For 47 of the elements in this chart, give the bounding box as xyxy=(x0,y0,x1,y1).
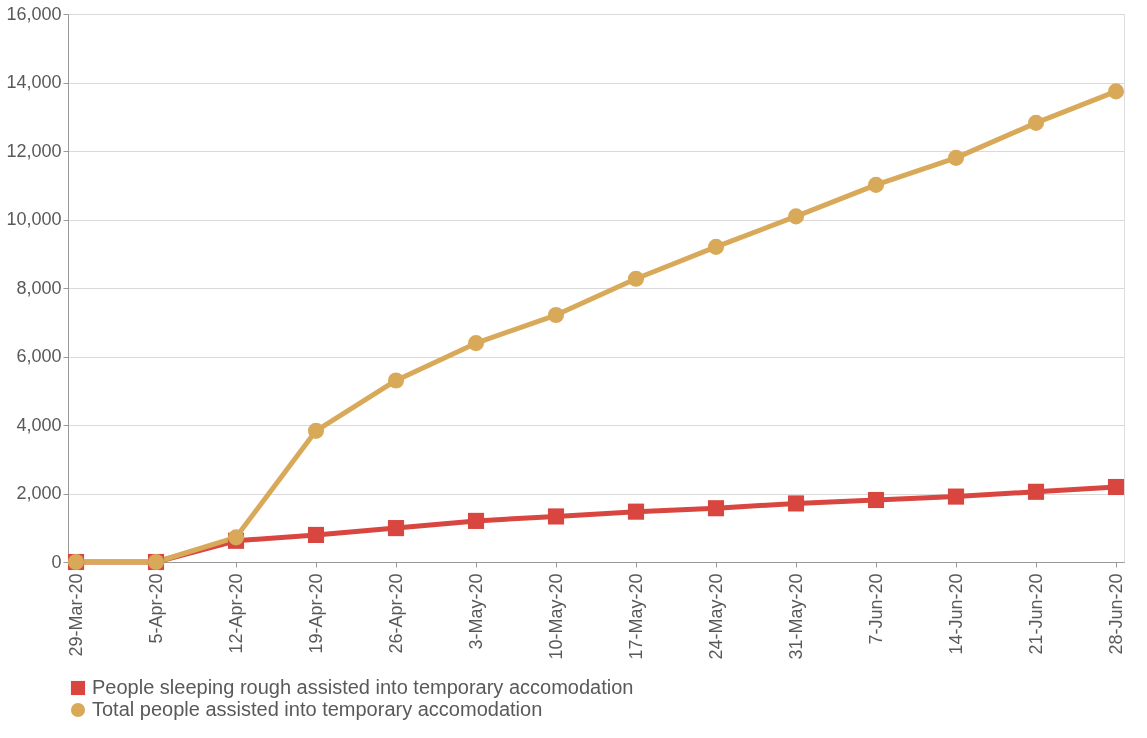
x-tick-label: 29-Mar-20 xyxy=(65,573,86,657)
point xyxy=(707,500,725,517)
y-tick-label: 10,000 xyxy=(6,209,62,229)
legend-label: People sleeping rough assisted into temporary accomodation xyxy=(92,676,634,698)
point xyxy=(547,508,565,525)
x-tick-label: 7-Jun-20 xyxy=(865,573,886,645)
point xyxy=(947,149,965,166)
point xyxy=(787,495,805,512)
point xyxy=(467,512,485,529)
x-tick-label: 24-May-20 xyxy=(705,573,726,660)
x-tick-label: 28-Jun-20 xyxy=(1105,573,1126,655)
point xyxy=(867,491,885,509)
point xyxy=(787,208,805,225)
y-tick-label: 6,000 xyxy=(16,346,62,366)
point xyxy=(547,307,565,324)
x-tick-label: 14-Jun-20 xyxy=(945,573,966,655)
x-tick-label: 5-Apr-20 xyxy=(145,573,166,644)
point xyxy=(1107,83,1125,100)
legend-label: Total people assisted into temporary accomodation xyxy=(92,698,543,720)
y-tick-label: 16,000 xyxy=(6,3,62,24)
x-tick-label: 12-Apr-20 xyxy=(225,573,246,654)
y-tick-label: 4,000 xyxy=(16,414,62,435)
point xyxy=(307,422,325,439)
y-tick-label: 0 xyxy=(51,551,62,572)
point xyxy=(1027,114,1045,131)
x-tick-label: 10-May-20 xyxy=(545,573,566,660)
y-tick-label: 14,000 xyxy=(6,72,62,92)
y-tick-label: 2,000 xyxy=(16,483,62,503)
y-tick-label: 8,000 xyxy=(16,277,62,298)
y-tick-label: 12,000 xyxy=(6,140,62,161)
point xyxy=(467,335,485,352)
x-tick-label: 21-Jun-20 xyxy=(1025,573,1046,655)
point xyxy=(1107,478,1125,496)
point xyxy=(387,372,405,389)
point xyxy=(627,503,645,520)
point xyxy=(627,270,645,287)
x-tick-label: 26-Apr-20 xyxy=(385,573,406,654)
point xyxy=(1027,483,1045,500)
point xyxy=(947,488,965,505)
x-tick-label: 17-May-20 xyxy=(625,573,646,660)
point xyxy=(387,520,405,537)
x-tick-label: 31-May-20 xyxy=(785,573,806,660)
point xyxy=(867,176,885,193)
point xyxy=(707,238,725,255)
x-tick-label: 3-May-20 xyxy=(465,573,486,650)
point xyxy=(307,526,325,544)
x-tick-label: 19-Apr-20 xyxy=(305,573,326,654)
